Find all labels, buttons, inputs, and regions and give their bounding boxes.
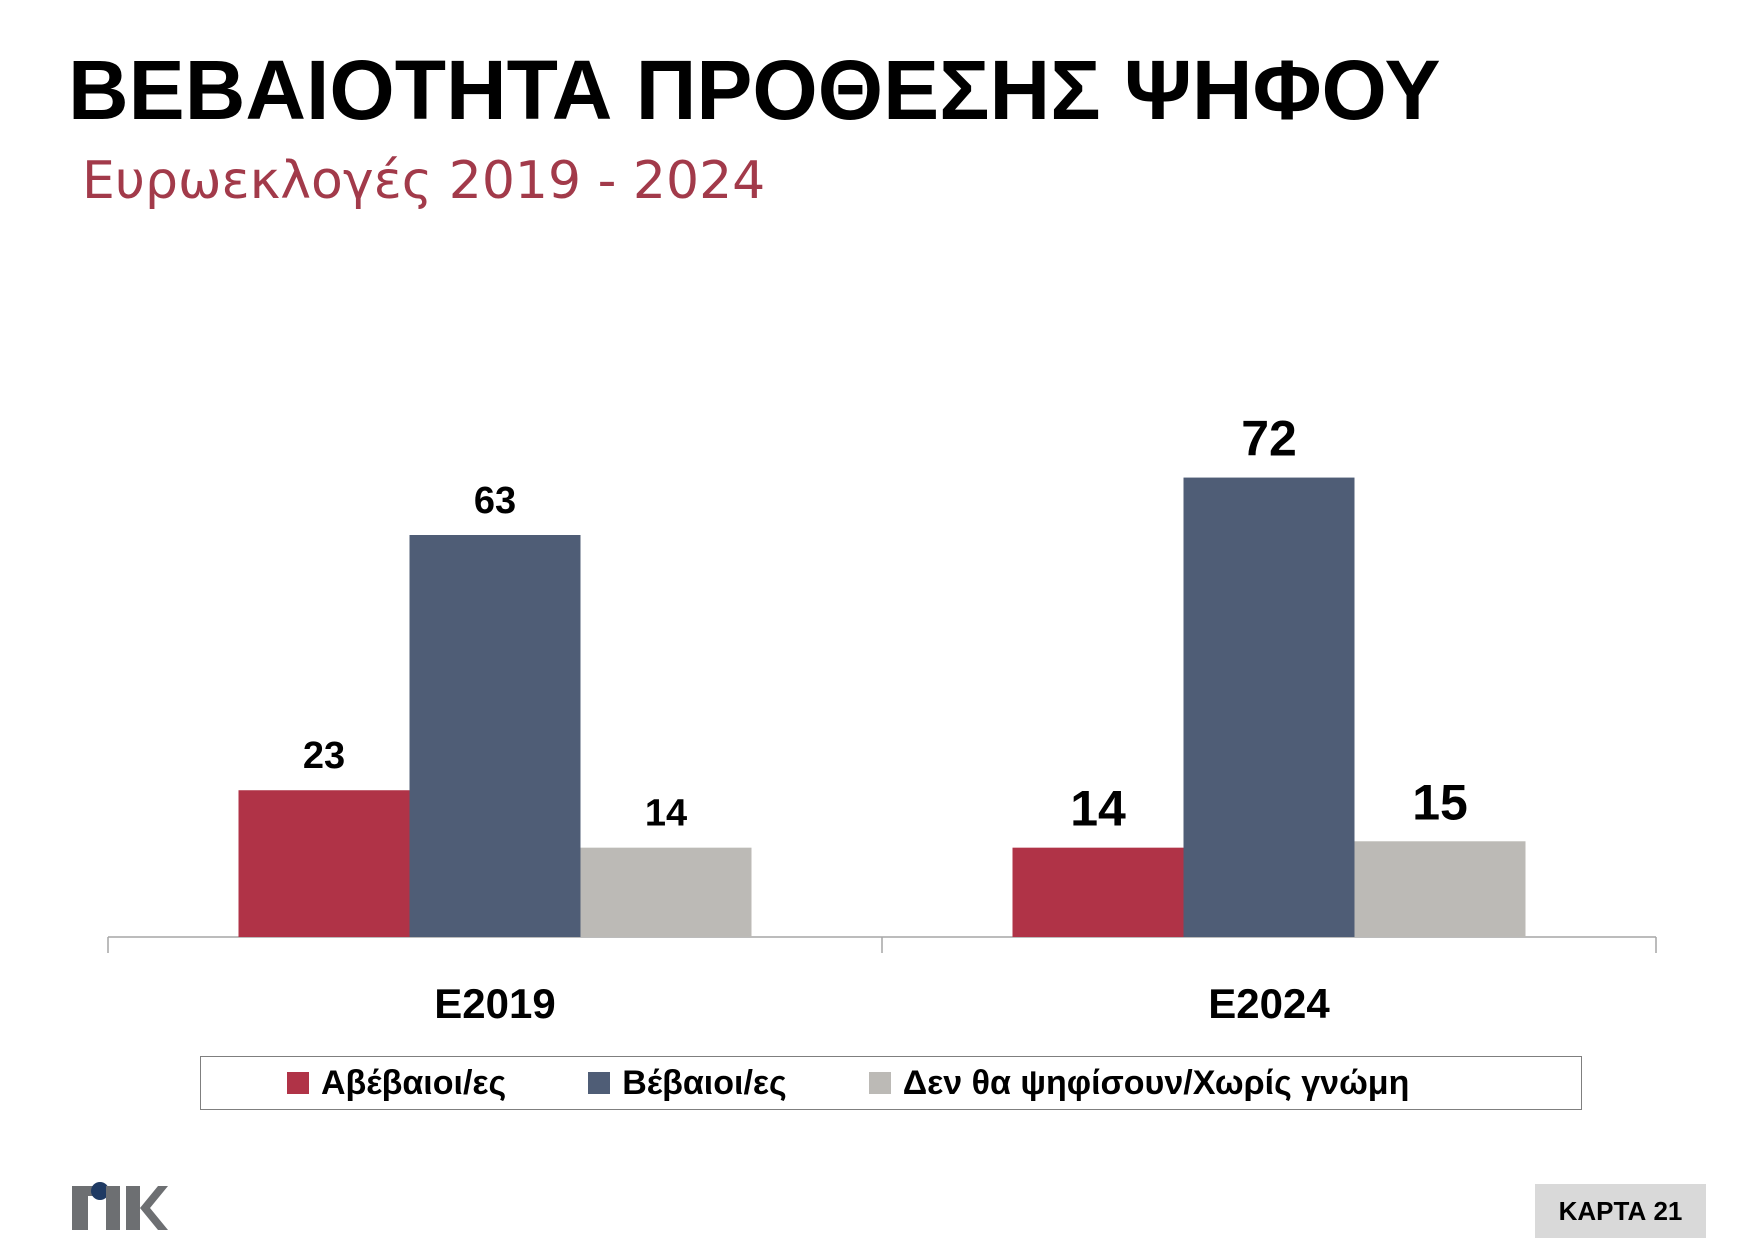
legend-swatch-certain <box>588 1072 611 1094</box>
bar-3-2 <box>1354 841 1526 937</box>
data-label-1-2: 14 <box>1070 781 1126 837</box>
card-number-badge: ΚΑΡΤΑ 21 <box>1535 1184 1706 1238</box>
bar-2-2 <box>1183 477 1355 937</box>
bar-1-2 <box>1012 847 1184 937</box>
page-title: ΒΕΒΑΙΟΤΗΤΑ ΠΡΟΘΕΣΗΣ ΨΗΦΟΥ <box>68 43 1441 137</box>
mrb-logo-icon <box>72 1182 168 1230</box>
legend-item-no-vote: Δεν θα ψηφίσουν/Χωρίς γνώμη <box>868 1063 1410 1103</box>
data-label-3-1: 14 <box>645 793 687 835</box>
data-label-3-2: 15 <box>1412 774 1468 830</box>
legend-item-uncertain: Αβέβαιοι/ες <box>287 1064 506 1103</box>
legend-item-certain: Βέβαιοι/ες <box>588 1063 787 1103</box>
legend-swatch-no-vote <box>868 1072 891 1094</box>
legend-label-no-vote: Δεν θα ψηφίσουν/Χωρίς γνώμη <box>902 1063 1410 1102</box>
bar-3-1 <box>580 847 752 937</box>
bar-1-1 <box>238 790 410 937</box>
data-label-2-1: 63 <box>474 480 516 522</box>
legend-label-certain: Βέβαιοι/ες <box>622 1063 787 1102</box>
data-label-2-2: 72 <box>1241 411 1297 467</box>
category-label-1: Ε2019 <box>434 980 555 1027</box>
legend-swatch-uncertain <box>287 1072 309 1094</box>
legend-label-uncertain: Αβέβαιοι/ες <box>321 1063 507 1102</box>
chart-legend: Αβέβαιοι/ες Βέβαιοι/ες Δεν θα ψηφίσουν/Χ… <box>200 1056 1582 1110</box>
data-label-1-1: 23 <box>303 735 345 777</box>
page-subtitle: Ευρωεκλογές 2019 - 2024 <box>82 151 766 211</box>
bar-2-1 <box>409 535 581 937</box>
category-label-2: Ε2024 <box>1208 980 1330 1027</box>
